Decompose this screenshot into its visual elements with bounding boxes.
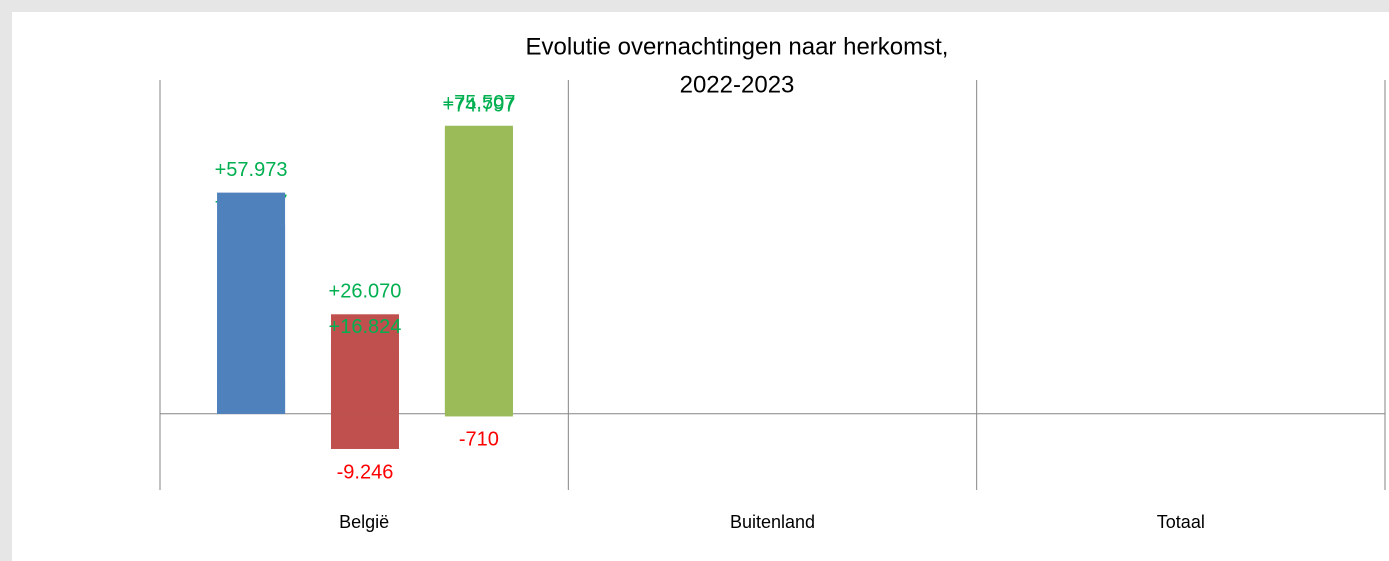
data-label: -9.246: [337, 461, 394, 483]
bar: [444, 413, 513, 417]
data-label: +57.973: [215, 159, 288, 181]
x-tick-label: Buitenland: [730, 512, 815, 532]
data-label: +74.797: [442, 95, 515, 117]
bar: [217, 192, 286, 414]
data-label: +16.824: [329, 316, 402, 338]
x-tick-label: België: [339, 512, 389, 532]
chart-title: Evolutie overnachtingen naar herkomst,: [526, 33, 949, 60]
bar: [330, 413, 399, 449]
data-label: +75.507: [442, 92, 515, 114]
chart-title: 2022-2023: [680, 71, 795, 98]
bar: [444, 128, 513, 414]
data-label: -710: [459, 429, 499, 451]
bar: [330, 349, 399, 414]
data-label: +26.070: [329, 281, 402, 303]
x-tick-label: Totaal: [1157, 512, 1205, 532]
